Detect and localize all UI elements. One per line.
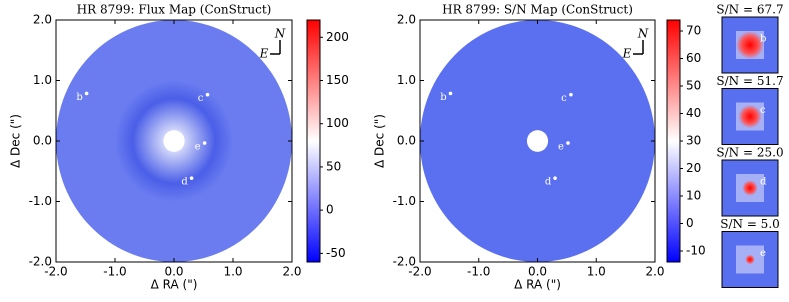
y-tick-label: 1.0 xyxy=(33,73,52,87)
y-axis-label: Δ Dec (") xyxy=(9,114,23,168)
thumb-label: S/N = 5.0 xyxy=(720,217,780,231)
planet xyxy=(566,141,570,145)
x-tick-label: 0.0 xyxy=(528,265,547,279)
planet xyxy=(553,176,557,180)
thumb-label: S/N = 51.7 xyxy=(716,74,783,88)
colorbar-tick-label: 50 xyxy=(686,79,701,93)
y-tick-label: -1.0 xyxy=(393,194,416,208)
thumb-image xyxy=(721,16,779,74)
colorbar-tick-label: 0 xyxy=(686,216,694,230)
planet-label: d xyxy=(545,177,552,188)
planet xyxy=(448,91,453,96)
x-tick-label: 0.0 xyxy=(164,265,183,279)
inner-mask xyxy=(526,130,549,152)
thumb-letter: c xyxy=(760,105,766,116)
y-tick-label: -2.0 xyxy=(29,255,52,269)
y-tick-label: 0.0 xyxy=(33,134,52,148)
thumb-label: S/N = 25.0 xyxy=(716,146,783,160)
y-tick-label: -1.0 xyxy=(29,194,52,208)
planet-label: c xyxy=(561,93,567,104)
planet xyxy=(202,141,207,145)
y-tick-label: 1.0 xyxy=(397,73,416,87)
colorbar xyxy=(666,19,681,263)
y-tick-label: -2.0 xyxy=(393,255,416,269)
inner-mask xyxy=(163,130,185,152)
colorbar-tick-label: -50 xyxy=(326,246,346,260)
x-tick-label: -1.0 xyxy=(103,265,126,279)
planet-label: b xyxy=(440,92,446,103)
colorbar-tick-label: 70 xyxy=(686,24,701,38)
thumb-signal xyxy=(742,180,758,196)
x-axis-label: Δ RA (") xyxy=(151,278,198,292)
colorbar xyxy=(306,19,321,263)
planet-label: c xyxy=(198,93,204,104)
planet-label: e xyxy=(195,142,201,153)
colorbar-tick-label: 100 xyxy=(326,116,349,130)
colorbar-tick-label: 20 xyxy=(686,161,701,175)
colorbar-tick-label: -10 xyxy=(686,244,706,258)
y-tick-label: 2.0 xyxy=(397,13,416,27)
thumb-signal xyxy=(736,31,764,59)
y-tick-label: 0.0 xyxy=(397,134,416,148)
thumb-signal xyxy=(738,104,762,129)
planet xyxy=(189,176,194,180)
colorbar-tick-label: 200 xyxy=(326,30,349,44)
planet xyxy=(205,92,210,97)
thumb-letter: b xyxy=(760,34,766,45)
compass-e: E xyxy=(622,47,632,61)
x-tick-label: -1.0 xyxy=(467,265,490,279)
x-tick-label: 2.0 xyxy=(282,265,301,279)
compass-n: N xyxy=(637,27,649,41)
planet-label: b xyxy=(76,92,82,103)
colorbar-tick-label: 150 xyxy=(326,73,349,87)
thumb-label: S/N = 67.7 xyxy=(716,3,783,17)
planet-label: e xyxy=(558,142,564,153)
x-tick-label: 2.0 xyxy=(645,265,664,279)
thumb-letter: e xyxy=(760,248,766,259)
y-tick-label: 2.0 xyxy=(33,13,52,27)
planet-label: d xyxy=(181,177,188,188)
colorbar-tick-label: 50 xyxy=(326,159,341,173)
compass-arrows xyxy=(633,40,644,55)
colorbar-tick-label: 30 xyxy=(686,134,701,148)
thumb-signal xyxy=(745,254,755,265)
colorbar-tick-label: 0 xyxy=(326,203,334,217)
x-tick-label: -2.0 xyxy=(44,265,67,279)
x-tick-label: 1.0 xyxy=(587,265,606,279)
chart-title: HR 8799: Flux Map (ConStruct) xyxy=(77,3,272,17)
x-tick-label: -2.0 xyxy=(408,265,431,279)
compass-e: E xyxy=(259,47,269,61)
planet xyxy=(84,91,89,96)
x-axis-label: Δ RA (") xyxy=(514,278,561,292)
thumb-letter: d xyxy=(760,177,767,188)
colorbar-tick-label: 40 xyxy=(686,106,701,120)
colorbar-tick-label: 60 xyxy=(686,51,701,65)
compass-n: N xyxy=(274,27,286,41)
planet xyxy=(569,92,573,97)
compass-arrows xyxy=(270,40,281,55)
chart-title: HR 8799: S/N Map (ConStruct) xyxy=(442,3,633,17)
colorbar-tick-label: 10 xyxy=(686,189,701,203)
x-tick-label: 1.0 xyxy=(223,265,242,279)
y-axis-label: Δ Dec (") xyxy=(373,114,387,168)
